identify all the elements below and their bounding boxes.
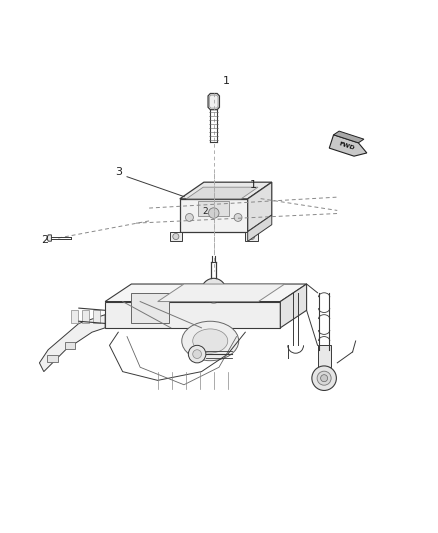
Polygon shape (158, 284, 285, 302)
Circle shape (188, 345, 206, 363)
Circle shape (208, 285, 220, 297)
Polygon shape (47, 235, 51, 241)
Bar (65, 342, 75, 349)
Circle shape (317, 371, 331, 385)
Bar (71, 310, 78, 324)
Bar (170, 232, 182, 241)
Circle shape (249, 233, 255, 239)
Polygon shape (280, 284, 307, 328)
Polygon shape (329, 135, 367, 156)
Polygon shape (187, 187, 258, 199)
Text: 2: 2 (42, 235, 49, 245)
Polygon shape (248, 215, 272, 241)
Circle shape (234, 214, 242, 221)
Polygon shape (248, 182, 272, 232)
Polygon shape (105, 284, 307, 302)
Bar (47, 355, 58, 362)
Text: 3: 3 (115, 167, 122, 177)
Polygon shape (180, 182, 272, 199)
Bar (131, 293, 169, 324)
Bar (93, 310, 100, 324)
Bar (318, 345, 331, 367)
Ellipse shape (193, 329, 228, 353)
Polygon shape (105, 302, 280, 328)
Ellipse shape (182, 321, 239, 361)
Circle shape (312, 366, 336, 391)
Text: 1: 1 (250, 181, 257, 190)
Bar (82, 310, 89, 324)
Bar (198, 201, 229, 216)
Text: FWD: FWD (338, 141, 355, 151)
Circle shape (201, 278, 226, 303)
Circle shape (186, 214, 194, 221)
Polygon shape (180, 199, 248, 232)
Circle shape (173, 233, 179, 239)
Bar (245, 232, 258, 241)
Text: 1: 1 (223, 76, 230, 86)
Circle shape (193, 350, 201, 359)
Text: 2: 2 (202, 207, 208, 216)
Polygon shape (334, 131, 364, 143)
Polygon shape (39, 314, 105, 372)
Polygon shape (208, 93, 219, 110)
Circle shape (208, 208, 219, 219)
Circle shape (321, 375, 328, 382)
